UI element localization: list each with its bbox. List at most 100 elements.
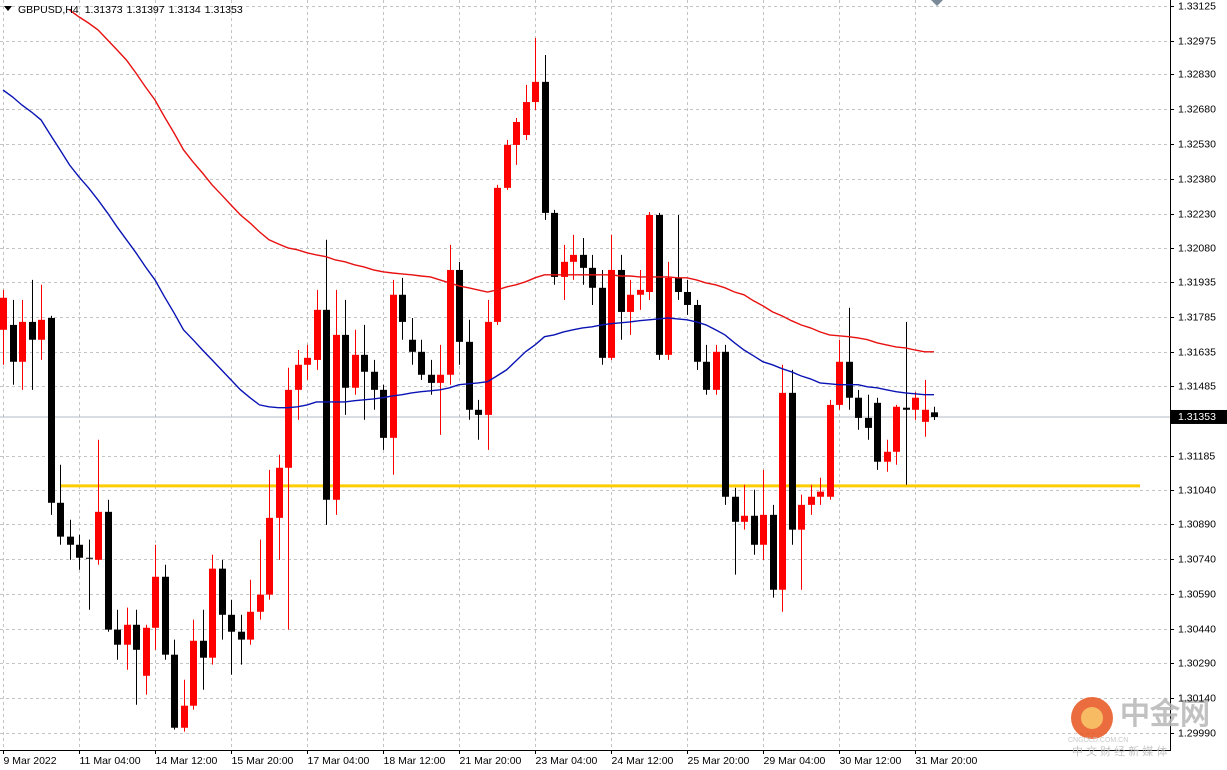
watermark-url: CNGOLD.COM.CN — [1068, 737, 1128, 744]
candle-body — [703, 361, 710, 390]
candle-body — [523, 102, 530, 135]
candle-body — [418, 351, 425, 375]
candle-body — [798, 504, 805, 530]
candle-body — [399, 294, 406, 322]
symbol: GBPUSD,H4 — [18, 4, 79, 16]
candle-body — [485, 321, 492, 415]
candle-body — [475, 409, 482, 415]
candle-body — [751, 515, 758, 545]
candle-body — [238, 631, 245, 640]
y-tick-label: 1.32380 — [1178, 173, 1216, 185]
candle-body — [589, 267, 596, 288]
y-tick-label: 1.30440 — [1178, 623, 1216, 635]
y-tick-label: 1.30290 — [1178, 657, 1216, 669]
candle-body — [627, 294, 634, 312]
x-tick-label: 14 Mar 12:00 — [156, 755, 218, 767]
candle-body — [200, 640, 207, 658]
marks — [0, 9, 1170, 732]
candle-body — [779, 392, 786, 590]
candle-body — [855, 397, 862, 418]
candle-body — [903, 407, 910, 410]
y-tick-label: 1.32975 — [1178, 35, 1216, 47]
candle-body — [646, 214, 653, 292]
y-tick-label: 1.32230 — [1178, 208, 1216, 220]
y-tick-label: 1.30740 — [1178, 553, 1216, 565]
y-tick-label: 1.30890 — [1178, 518, 1216, 530]
x-tick-label: 30 Mar 12:00 — [840, 755, 902, 767]
y-tick-label: 1.31485 — [1178, 380, 1216, 392]
candle-body — [171, 654, 178, 728]
candle-body — [57, 502, 64, 537]
watermark-name: 中金网 — [1120, 697, 1210, 731]
candle-body — [0, 297, 7, 330]
y-tick-label: 1.32530 — [1178, 138, 1216, 150]
candle-body — [770, 514, 777, 590]
candle-body — [143, 627, 150, 676]
y-tick-label: 1.31635 — [1178, 346, 1216, 358]
header-close: 1.31353 — [205, 4, 243, 16]
candle-body — [409, 339, 416, 352]
chart-header: GBPUSD,H4 1.31373 1.31397 1.3134 1.31353 — [18, 4, 243, 16]
candle-body — [228, 614, 235, 632]
menu-triangle[interactable] — [4, 6, 12, 11]
candle-body — [665, 277, 672, 355]
x-tick-label: 17 Mar 04:00 — [308, 755, 370, 767]
candle-body — [95, 511, 102, 560]
candle-body — [836, 361, 843, 405]
candle-body — [542, 81, 549, 213]
candle-body — [352, 354, 359, 388]
candle-body — [323, 309, 330, 500]
candle-body — [808, 496, 815, 505]
candle-body — [513, 121, 520, 145]
y-tick-label: 1.31040 — [1178, 484, 1216, 496]
candle-body — [561, 261, 568, 277]
candle-body — [437, 374, 444, 383]
candle-body — [162, 576, 169, 655]
candle-body — [48, 317, 55, 503]
candle-body — [133, 624, 140, 650]
candle-body — [124, 624, 131, 645]
candle-body — [86, 557, 93, 559]
candle-body — [466, 341, 473, 410]
watermark-logo-inner — [1081, 707, 1103, 729]
watermark-tagline: 中 文 财 经 新 媒 体 — [1072, 744, 1167, 758]
y-tick-label: 1.31935 — [1178, 276, 1216, 288]
x-tick-label: 9 Mar 2022 — [4, 755, 57, 767]
y-tick-label: 1.30590 — [1178, 588, 1216, 600]
y-tick-label: 1.32080 — [1178, 242, 1216, 254]
candle-body — [637, 289, 644, 295]
candle-body — [922, 409, 929, 422]
x-tick-label: 18 Mar 12:00 — [384, 755, 446, 767]
watermark: 中金网 CNGOLD.COM.CN 中 文 财 经 新 媒 体 — [1068, 697, 1210, 758]
candle-body — [380, 389, 387, 438]
shift-marker[interactable] — [931, 0, 943, 6]
candle-body — [76, 544, 83, 558]
candle-body — [114, 629, 121, 645]
y-tick-label: 1.31785 — [1178, 311, 1216, 323]
candle-body — [931, 412, 938, 417]
header-open: 1.31373 — [85, 4, 123, 16]
candle-body — [67, 536, 74, 545]
candle-body — [333, 334, 340, 500]
candle-body — [656, 214, 663, 355]
candle-body — [912, 397, 919, 410]
candle-body — [608, 269, 615, 358]
candle-body — [257, 594, 264, 612]
candle-body — [10, 324, 17, 362]
current-price-box — [1171, 409, 1227, 424]
candle-body — [846, 361, 853, 398]
candle-body — [190, 640, 197, 706]
y-tick-label: 1.32830 — [1178, 68, 1216, 80]
candle-body — [684, 291, 691, 305]
y-tick-label: 1.29990 — [1178, 727, 1216, 739]
candle-body — [580, 254, 587, 268]
moving-average — [2, 89, 934, 409]
candle-body — [276, 467, 283, 518]
candle-body — [827, 404, 834, 497]
candle-body — [722, 351, 729, 497]
candle-body — [570, 254, 577, 262]
candle-body — [105, 511, 112, 630]
candle-body — [817, 491, 824, 497]
current-price-label: 1.31353 — [1178, 411, 1216, 423]
